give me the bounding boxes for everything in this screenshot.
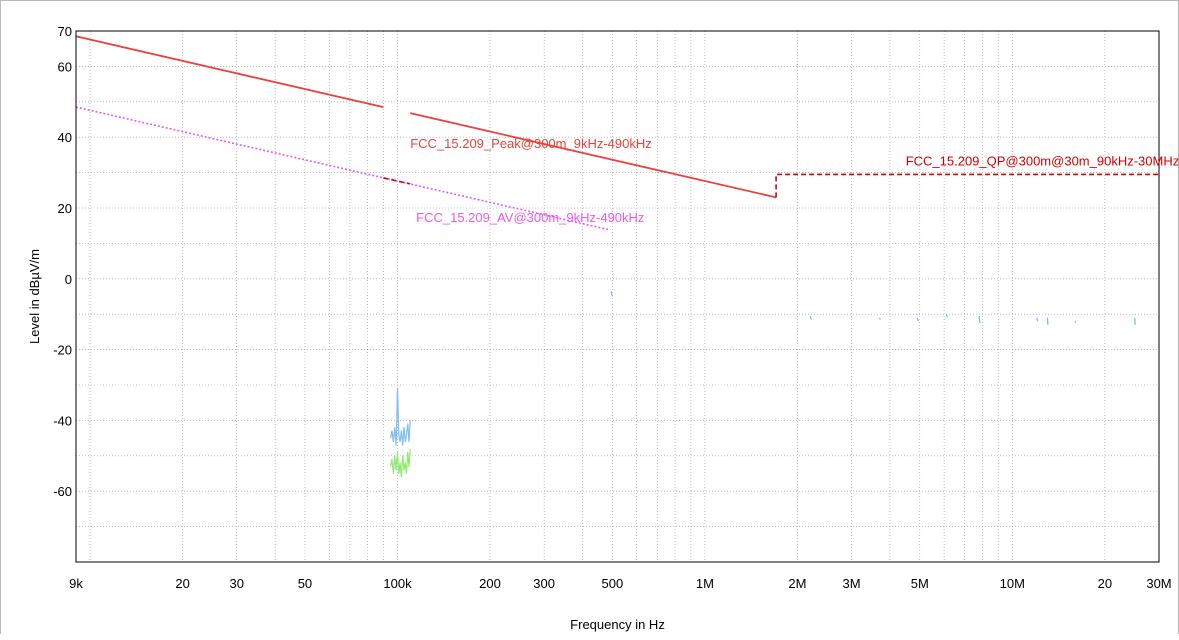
measurement-trace-fragment (916, 317, 920, 322)
measurement-trace-fragment (1046, 317, 1049, 325)
measurement-trace (390, 448, 411, 478)
measurement-trace-fragment (1036, 317, 1039, 322)
x-tick-label: 20 (175, 576, 189, 591)
x-tick-label: 20 (1098, 576, 1112, 591)
limit-line-label: FCC_15.209_QP@300m@30m_90kHz-30MHz (906, 154, 1179, 169)
limit-line-label: FCC_15.209_Peak@300m_9kHz-490kHz (410, 136, 652, 151)
measurement-trace (390, 387, 411, 446)
x-tick-label: 30 (230, 576, 244, 591)
limit-line-segment (409, 112, 610, 160)
plot-area-border (75, 30, 1160, 563)
tick-labels: 9k 20 30 50 100k 200 300 500 1M 2M 3M 5M 10M 20 30M706… (53, 24, 1171, 591)
x-tick-label: 10M (1000, 576, 1025, 591)
x-tick-label: 5M (911, 576, 929, 591)
x-tick-label: 3M (843, 576, 861, 591)
y-tick-label: 20 (58, 201, 72, 216)
x-tick-label: 200 (479, 576, 501, 591)
x-tick-label: 500 (602, 576, 624, 591)
limit-line-label: FCC_15.209_AV@300m_9kHz-490kHz (416, 210, 644, 225)
y-axis-title: Level in dBµV/m (27, 249, 42, 344)
limit-line-segment (75, 106, 610, 231)
y-tick-label: -20 (53, 343, 72, 358)
plot-series (75, 35, 1159, 478)
y-tick-label: 40 (58, 130, 72, 145)
limit-line-segment (609, 158, 777, 199)
y-tick-label: 70 (58, 24, 72, 39)
measurement-trace-fragment (610, 291, 614, 297)
x-tick-label: 9k (69, 576, 83, 591)
y-tick-label: 60 (58, 59, 72, 74)
measurement-trace-fragment (878, 317, 881, 320)
x-tick-label: 30M (1146, 576, 1171, 591)
measurement-trace-fragment (1074, 321, 1077, 324)
y-tick-label: -60 (53, 484, 72, 499)
limit-line-segment (383, 177, 411, 185)
measurement-trace-fragment (978, 315, 981, 324)
x-tick-label: 1M (696, 576, 714, 591)
limit-line-segment (775, 173, 1159, 198)
limit-line-segment (75, 35, 384, 108)
measurement-trace-fragment (1134, 317, 1136, 325)
grid (75, 30, 1160, 563)
limit-labels: FCC_15.209_Peak@300m_9kHz-490kHz FCC_15.2… (410, 136, 1179, 225)
x-tick-label: 2M (788, 576, 806, 591)
measurement-trace-fragment (809, 315, 813, 320)
x-tick-label: 300 (533, 576, 555, 591)
y-tick-label: -40 (53, 413, 72, 428)
y-tick-label: 0 (65, 272, 72, 287)
x-axis-title: Frequency in Hz (570, 617, 665, 632)
measurement-trace-fragment (945, 314, 949, 318)
x-tick-label: 100k (383, 576, 412, 591)
x-tick-label: 50 (298, 576, 312, 591)
